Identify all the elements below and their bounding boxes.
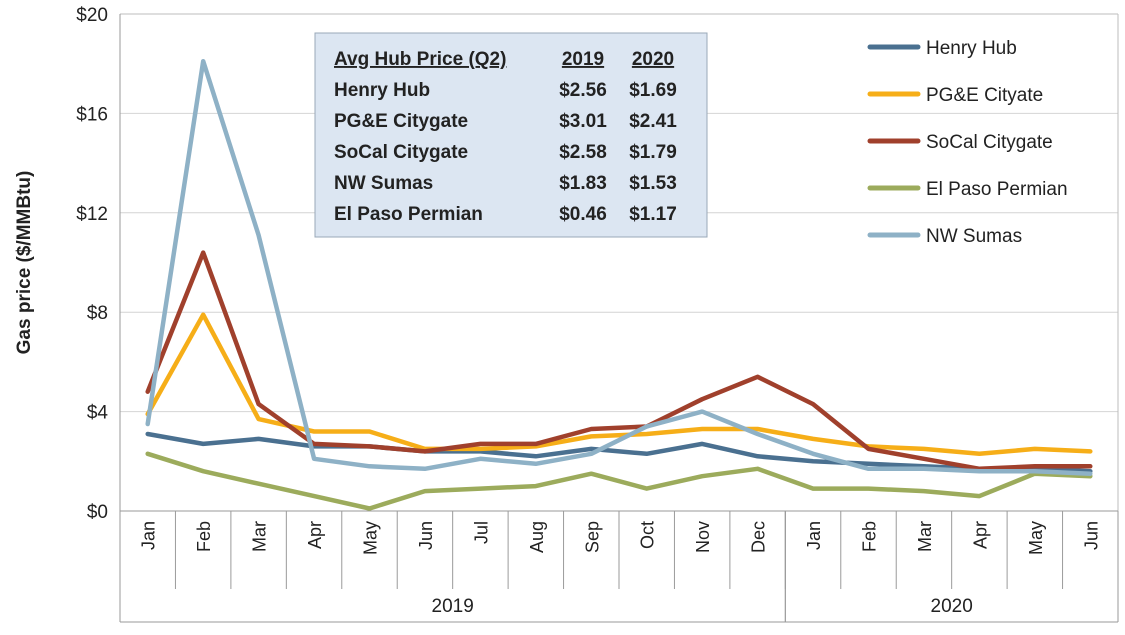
y-tick-label: $16 [76,104,108,125]
table-cell: $1.17 [629,204,677,225]
series-line-2 [145,250,1093,472]
table-cell: Henry Hub [334,80,430,101]
x-tick-label: Mar [915,521,935,552]
x-tick-label: Sep [582,521,602,553]
table-cell: $3.01 [559,111,607,132]
x-tick-label: May [361,521,381,555]
x-tick-label: Dec [749,521,769,553]
table-header-cell: 2019 [562,49,604,70]
table-cell: SoCal Citygate [334,142,468,163]
series-line-0 [145,431,1093,474]
table-cell: $1.83 [559,173,607,194]
y-tick-label: $4 [87,403,109,424]
table-cell: $1.79 [629,142,677,163]
x-tick-label: Oct [638,521,658,549]
x-tick-label: Feb [860,521,880,552]
x-tick-label: Apr [970,521,990,549]
table-cell: $2.56 [559,80,607,101]
y-tick-label: $8 [87,303,108,324]
table-cell: $2.41 [629,111,677,132]
table-cell: PG&E Citygate [334,111,468,132]
x-tick-label: Jan [804,521,824,550]
table-cell: $0.46 [559,204,607,225]
x-tick-label: Aug [527,521,547,553]
x-tick-label: May [1026,521,1046,555]
year-group-label: 2019 [432,596,474,617]
x-tick-label: Jun [416,521,436,550]
y-axis-title: Gas price ($/MMBtu) [14,171,35,355]
table-cell: $1.53 [629,173,677,194]
legend-label: SoCal Citygate [926,132,1053,153]
x-tick-label: Nov [693,521,713,553]
legend-label: NW Sumas [926,226,1022,247]
y-tick-label: $20 [76,5,108,26]
legend-label: El Paso Permian [926,179,1068,200]
x-tick-label: Jul [471,521,491,544]
legend-label: PG&E Cityate [926,85,1043,106]
table-cell: $2.58 [559,142,607,163]
x-tick-label: Apr [305,521,325,549]
series-line-4 [145,58,1093,476]
legend-label: Henry Hub [926,38,1017,59]
series-line-3 [145,451,1093,511]
x-tick-label: Feb [194,521,214,552]
y-tick-label: $0 [87,502,108,523]
x-tick-label: Jun [1081,521,1101,550]
table-header-cell: 2020 [632,49,674,70]
y-tick-label: $12 [76,204,108,225]
table-header-cell: Avg Hub Price (Q2) [334,49,506,70]
series-line-1 [145,312,1093,457]
x-tick-label: Jan [139,521,159,550]
x-tick-label: Mar [250,521,270,552]
table-cell: $1.69 [629,80,677,101]
year-group-label: 2020 [931,596,973,617]
table-cell: El Paso Permian [334,204,483,225]
table-cell: NW Sumas [334,173,433,194]
summary-table-box [314,32,708,238]
